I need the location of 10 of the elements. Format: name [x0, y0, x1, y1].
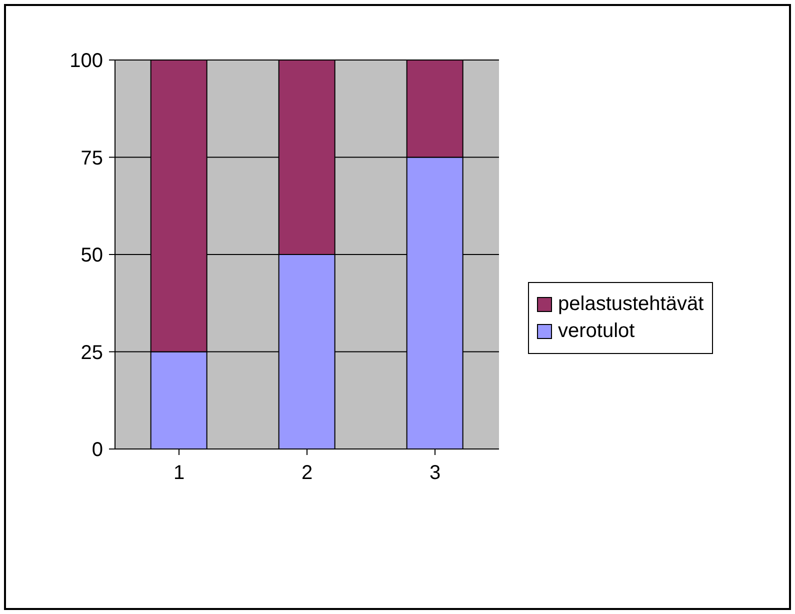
legend-label: verotulot [558, 320, 635, 343]
y-tick-label: 75 [80, 147, 103, 170]
y-tick-label: 50 [80, 244, 103, 267]
x-tick-label: 3 [429, 462, 441, 484]
y-tick-label: 0 [92, 439, 103, 462]
x-tick-label: 2 [301, 462, 313, 484]
y-tick-label: 25 [80, 342, 103, 364]
x-tick-label: 1 [173, 462, 185, 484]
y-tick-label: 100 [70, 50, 103, 72]
legend-label: pelastustehtävät [558, 293, 704, 316]
